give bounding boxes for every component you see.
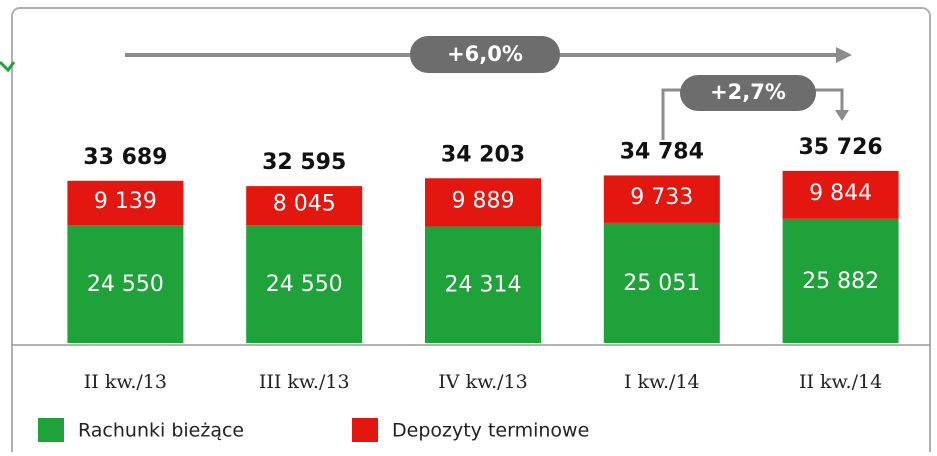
x-tick-label: IV kw./13 xyxy=(438,371,527,393)
frame xyxy=(11,7,931,456)
annotation: +2,7% xyxy=(710,80,786,104)
x-tick-label: I kw./14 xyxy=(624,371,700,393)
value-label: 24 314 xyxy=(445,273,522,298)
value-label: 9 844 xyxy=(809,181,872,206)
legend-swatch xyxy=(352,418,378,442)
bar-segment xyxy=(782,170,899,219)
total-label: 35 726 xyxy=(798,135,882,160)
bar-segment xyxy=(425,178,541,227)
bar-segment xyxy=(603,175,720,223)
bar-segment xyxy=(67,225,184,343)
value-label: 8 045 xyxy=(273,192,336,217)
legend-swatch xyxy=(38,418,64,442)
total-label: 34 784 xyxy=(620,139,704,164)
bar-segment xyxy=(603,222,720,343)
value-label: 24 550 xyxy=(87,272,164,297)
total-label: 32 595 xyxy=(262,150,346,175)
bar-segment xyxy=(246,225,363,343)
pill xyxy=(410,36,560,73)
bar-segment xyxy=(782,218,899,343)
annotation: +6,0% xyxy=(447,42,523,66)
total-label: 34 203 xyxy=(441,142,525,167)
x-tick-label: II kw./14 xyxy=(799,371,882,393)
pill xyxy=(680,75,816,111)
x-tick-label: II kw./13 xyxy=(84,371,167,393)
value-label: 9 139 xyxy=(94,189,157,214)
value-label: 9 889 xyxy=(452,188,515,213)
x-tick-label: III kw./13 xyxy=(259,371,350,393)
bar-segment xyxy=(425,226,541,343)
total-label: 33 689 xyxy=(83,145,167,170)
legend-label: Depozyty terminowe xyxy=(392,420,589,442)
value-label: 25 051 xyxy=(623,271,700,296)
arrow-head xyxy=(835,110,849,121)
value-label: 9 733 xyxy=(630,185,693,210)
decor-arrow xyxy=(0,60,16,73)
bar-segment xyxy=(246,186,363,226)
legend-label: Rachunki bieżące xyxy=(78,420,244,442)
arrow-head xyxy=(836,47,852,63)
value-label: 24 550 xyxy=(266,272,343,297)
bar-segment xyxy=(67,180,184,226)
value-label: 25 882 xyxy=(802,269,879,294)
